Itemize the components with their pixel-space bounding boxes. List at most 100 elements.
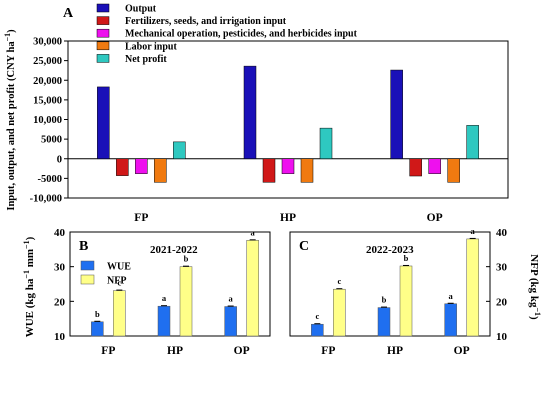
panel-b-significance-letter: a <box>251 227 256 237</box>
panel-a-legend-label: Fertilizers, seeds, and irrigation input <box>125 16 287 27</box>
panel-c-y-ticks: 10 20 30 40 <box>486 227 508 343</box>
panel-a-y-tick-label: 30,000 <box>33 37 62 48</box>
panel-b-y-tick-label: 40 <box>54 227 66 239</box>
panel-a-bar <box>466 125 479 159</box>
panel-b-bar <box>179 266 193 337</box>
panel-a-letter: A <box>63 6 74 21</box>
panel-c-x-tick-label: OP <box>454 345 470 357</box>
panel-c-significance-letter: c <box>315 311 319 321</box>
panel-a-y-tick-label: 15,000 <box>33 95 62 106</box>
panel-c-significance-letter: b <box>382 295 387 305</box>
panel-a: A -10,000 -5000 0 5000 10,000 15,000 20,000 25,… <box>3 3 509 224</box>
panel-c-bar <box>466 238 479 337</box>
panel-b-letter: B <box>79 239 88 254</box>
panel-c-y-tick-label: 10 <box>496 331 508 343</box>
panel-b-title: 2021-2022 <box>150 244 198 256</box>
panel-a-legend-swatch <box>96 41 110 51</box>
panel-a-legend-swatch <box>96 3 110 13</box>
panel-c-y-tick-label: 40 <box>496 227 508 239</box>
panel-a-x-labels: FP HP OP <box>134 212 442 224</box>
panel-a-y-tick-label: -10,000 <box>30 194 62 205</box>
panel-b-significance-letter: c <box>117 278 121 288</box>
panel-b-bars: b c a b a a <box>91 227 259 337</box>
panel-b-significance-letter: a <box>162 293 167 303</box>
panel-b-bar <box>91 321 104 337</box>
panel-c-bar <box>311 323 324 337</box>
panel-c-y-axis-label: NFP (kg kg−1) <box>528 254 543 320</box>
panel-a-bar <box>262 158 276 183</box>
panel-a-bar <box>428 158 441 174</box>
panel-c: C 2022-2023 10 20 30 40 c c b b a a FP HP OP NFP (… <box>289 226 543 357</box>
panel-b-legend-swatch <box>80 260 95 271</box>
panel-a-legend-swatch <box>96 16 110 25</box>
panel-c-bar <box>399 265 413 337</box>
panel-a-bar <box>319 127 333 159</box>
panel-c-letter: C <box>299 239 309 254</box>
panel-b-bar <box>113 290 126 337</box>
panel-b-bar <box>224 306 237 337</box>
panel-c-significance-letter: a <box>471 226 476 236</box>
panel-b-significance-letter: b <box>95 309 100 319</box>
panel-c-y-tick-label: 20 <box>496 296 508 308</box>
panel-a-bars <box>97 65 479 183</box>
panel-a-legend-label: Labor input <box>125 41 177 52</box>
panel-c-significance-letter: c <box>337 276 341 286</box>
panel-a-bar <box>173 141 186 159</box>
panel-a-bar <box>135 158 148 174</box>
panel-a-bar <box>300 158 314 183</box>
panel-b-x-labels: FP HP OP <box>101 345 249 357</box>
panel-a-x-tick-label: HP <box>280 212 296 224</box>
panel-b-x-tick-label: HP <box>167 345 183 357</box>
panel-a-bar <box>243 65 257 159</box>
panel-b: B 2021-2022 10 20 30 40 b c a b a a FP HP OP WUE NF… <box>22 227 271 357</box>
panel-a-y-axis-label: Input, output, and net profit (CNY ha−1) <box>3 29 18 211</box>
panel-a-bar <box>281 158 295 174</box>
panel-b-legend-label: WUE <box>107 262 131 273</box>
panel-b-bar <box>246 240 259 337</box>
panel-c-significance-letter: b <box>404 253 409 263</box>
panel-c-y-tick-label: 30 <box>496 262 508 274</box>
panel-b-legend-swatch <box>80 274 95 285</box>
panel-b-y-ticks: 10 20 30 40 <box>54 227 74 343</box>
panel-a-y-tick-label: 20,000 <box>33 76 62 87</box>
panel-a-y-tick-label: 0 <box>57 154 62 165</box>
panel-c-significance-letter: a <box>449 291 454 301</box>
panel-a-y-tick-label: 5000 <box>41 135 62 146</box>
panel-c-bar <box>444 303 457 337</box>
panel-c-x-tick-label: HP <box>387 345 403 357</box>
panel-a-bar <box>390 69 403 159</box>
panel-b-y-tick-label: 20 <box>54 296 66 308</box>
panel-a-y-tick-label: 25,000 <box>33 56 62 67</box>
panel-b-bar <box>157 305 171 337</box>
panel-c-bars: c c b b a a <box>311 226 479 337</box>
panel-a-legend-swatch <box>96 28 110 38</box>
panel-a-x-tick-label: FP <box>134 212 148 224</box>
panel-b-significance-letter: b <box>184 254 189 264</box>
panel-a-legend-label: Mechanical operation, pesticides, and he… <box>125 29 358 40</box>
panel-b-x-tick-label: FP <box>101 345 115 357</box>
panel-b-y-tick-label: 30 <box>54 262 66 274</box>
panel-c-title: 2022-2023 <box>366 244 414 256</box>
panel-b-significance-letter: a <box>229 294 234 304</box>
panel-c-x-tick-label: FP <box>321 345 335 357</box>
panel-a-legend-label: Output <box>125 4 157 15</box>
panel-b-legend-label: NFP <box>107 276 126 287</box>
panel-a-y-ticks: -10,000 -5000 0 5000 10,000 15,000 20,000 25,00… <box>30 37 68 205</box>
panel-c-bar <box>377 307 391 337</box>
panel-b-legend: WUE NFP <box>80 260 131 287</box>
panel-a-legend-swatch <box>96 54 110 63</box>
panel-a-y-tick-label: -5000 <box>38 174 63 185</box>
panel-a-legend-label: Net profit <box>125 54 167 65</box>
panel-b-x-tick-label: OP <box>234 345 250 357</box>
panel-a-bar <box>154 158 167 183</box>
panel-c-x-labels: FP HP OP <box>321 345 469 357</box>
panel-c-bar <box>333 288 346 337</box>
panel-a-bar <box>447 158 460 183</box>
panel-b-y-axis-label: WUE (kg ha−1 mm−1) <box>22 236 37 337</box>
panel-a-bar <box>97 86 110 159</box>
panel-a-x-tick-label: OP <box>427 212 443 224</box>
panel-a-bar <box>116 158 129 176</box>
panel-a-bar <box>409 158 422 177</box>
